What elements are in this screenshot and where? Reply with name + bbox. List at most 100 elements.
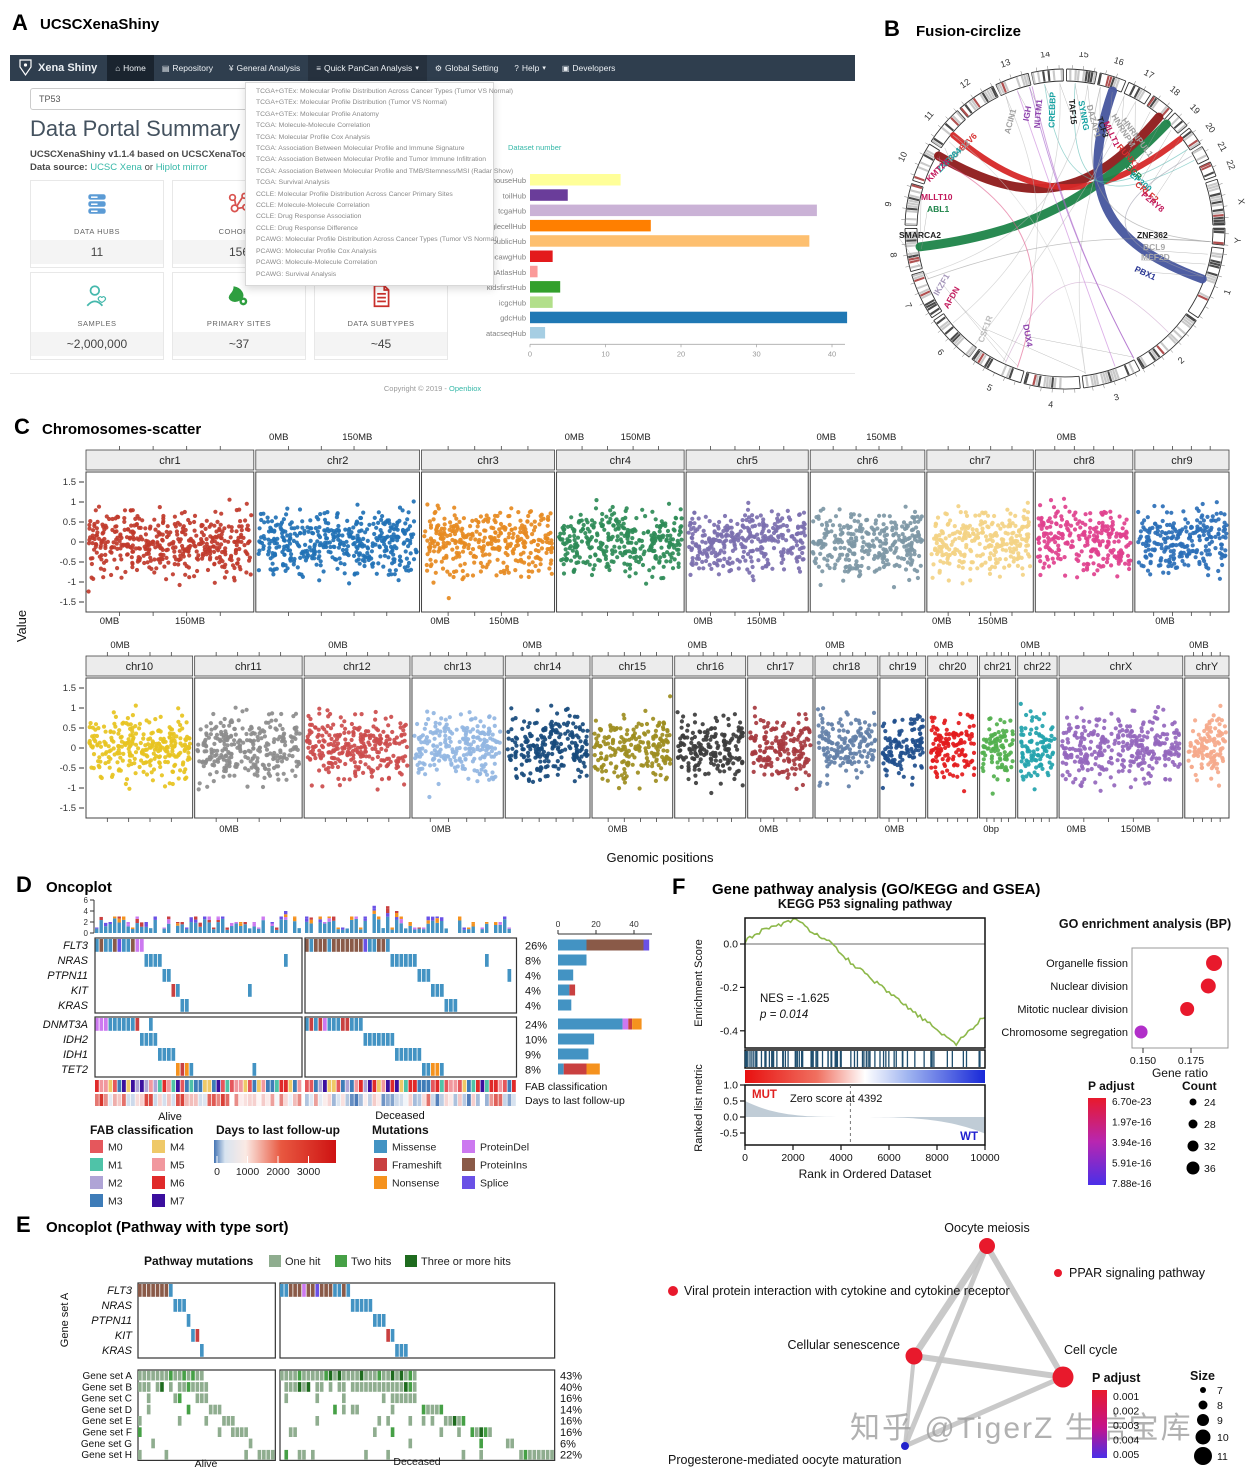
- dropdown-item[interactable]: TCGA: Association Between Molecular Prof…: [256, 167, 514, 175]
- fab-swatch-M5: [152, 1158, 165, 1171]
- chromosome-label: 4: [1048, 399, 1054, 409]
- node-label: Cell cycle: [1064, 1343, 1118, 1357]
- y-tick: -1.5: [60, 597, 76, 608]
- hiplot-mirror-link[interactable]: Hiplot mirror: [155, 162, 208, 173]
- gene-pct: 8%: [525, 956, 541, 968]
- app-navbar: Xena Shiny ⌂ Home ▤ Repository ¥ General Anal…: [10, 55, 855, 81]
- dropdown-item[interactable]: TCGA: Association Between Molecular Prof…: [256, 145, 465, 153]
- nav-item-global-setting[interactable]: ⚙ Global Setting: [427, 55, 507, 81]
- gene-set-pct: 16%: [560, 1393, 582, 1405]
- card-value: ~45: [315, 332, 447, 356]
- y-tick: -1: [68, 783, 76, 794]
- fusion-chord: [950, 132, 1184, 191]
- bar-label: pcawgHub: [491, 253, 526, 262]
- nav-item-repository[interactable]: ▤ Repository: [154, 55, 221, 81]
- dropdown-item[interactable]: CCLE: Molecular Profile Distribution Acr…: [256, 190, 453, 198]
- nav-item-general-analysis[interactable]: ¥ General Analysis: [221, 55, 308, 81]
- panel-e-title: Oncoplot (Pathway with type sort): [46, 1219, 289, 1236]
- datasource-mid: or: [144, 162, 154, 173]
- go-x-tick: 0.150: [1130, 1055, 1156, 1067]
- chromosome-label: 18: [1168, 84, 1182, 98]
- x-axis-tick-label: 150MB: [978, 616, 1008, 627]
- dropdown-item[interactable]: TCGA: Molecule-Molecule Correlation: [256, 122, 371, 130]
- fab-label: M6: [170, 1178, 185, 1190]
- gene-set-label: Gene set C: [81, 1394, 132, 1405]
- chr15-points: [592, 694, 673, 791]
- fusion-chord: [1005, 281, 1169, 363]
- chromosome-label: 20: [1203, 121, 1217, 135]
- nav-item-quick-pancan-analysis[interactable]: ≡ Quick PanCan Analysis ▾: [308, 55, 427, 81]
- card-data-hubs: DATA HUBS 11: [30, 180, 164, 268]
- x-axis-tick-label: 0MB: [608, 824, 628, 835]
- go-x-tick: 0.175: [1178, 1055, 1204, 1067]
- ucsc-xena-link[interactable]: UCSC Xena: [90, 162, 142, 173]
- gene-set-axis-label: Gene set A: [59, 1292, 71, 1347]
- go-category: Chromosome segregation: [1001, 1027, 1128, 1039]
- dropdown-item[interactable]: TCGA+GTEx: Molecular Profile Anatomy: [256, 110, 379, 118]
- footer-divider: [10, 373, 855, 374]
- x-axis-tick-label: 0MB: [269, 432, 289, 443]
- dropdown-item[interactable]: PCAWG: Molecular Profile Distribution Ac…: [256, 236, 499, 244]
- dropdown-item[interactable]: CCLE: Drug Response Association: [256, 213, 362, 221]
- group-wt-label: WT: [960, 1131, 978, 1143]
- dropdown-item[interactable]: CCLE: Molecule-Molecule Correlation: [256, 202, 370, 210]
- nav-item-developers[interactable]: ▣ Developers: [554, 55, 624, 81]
- gene-set-pct: 16%: [560, 1416, 582, 1428]
- go-count-label: 24: [1204, 1097, 1216, 1109]
- dropdown-item[interactable]: PCAWG: Molecule-Molecule Correlation: [256, 259, 377, 267]
- x-axis-tick-label: 0MB: [825, 640, 845, 651]
- dropdown-item[interactable]: PCAWG: Molecular Profile Cox Analysis: [256, 247, 377, 255]
- dataset-number-tab[interactable]: Dataset number: [508, 143, 562, 152]
- x-axis-tick-label: 0MB: [431, 824, 451, 835]
- fab-swatch-M4: [152, 1140, 165, 1153]
- facet-title: chr9: [1171, 455, 1192, 467]
- dropdown-item[interactable]: CCLE: Drug Response Difference: [256, 224, 358, 232]
- metric-tick: 0.5: [723, 1096, 738, 1108]
- gene-freq-bar: [558, 939, 587, 951]
- gene-freq-bar: [558, 1033, 595, 1045]
- y-tick: -0.5: [60, 763, 76, 774]
- gsea-ylabel-es: Enrichment Score: [693, 939, 705, 1026]
- gene-label-IGH: IGH: [1021, 105, 1033, 122]
- datasource-prefix: Data source:: [30, 162, 88, 173]
- x-axis-tick-label: 0MB: [1155, 616, 1175, 627]
- dropdown-item[interactable]: TCGA+GTEx: Molecular Profile Distributio…: [256, 88, 514, 95]
- x-tick: 10: [601, 349, 609, 358]
- tmb-tick: 6: [84, 896, 89, 905]
- mutation-swatch-ProteinDel: [462, 1140, 475, 1153]
- facet-title: chr1: [159, 455, 180, 467]
- gene-freq-bar: [558, 1018, 623, 1030]
- dropdown-item[interactable]: TCGA: Molecular Profile Cox Analysis: [256, 133, 371, 141]
- group-label-alive: Alive: [195, 1458, 218, 1470]
- go-category: Mitotic nuclear division: [1017, 1004, 1128, 1016]
- primary-sites-icon: [173, 273, 305, 319]
- days-tick: 0: [214, 1166, 220, 1178]
- net-padjust-title: P adjust: [1092, 1371, 1141, 1385]
- network-node: [901, 1442, 909, 1450]
- facet-title: chr18: [833, 661, 861, 673]
- dropdown-item[interactable]: TCGA: Survival Analysis: [256, 179, 330, 187]
- node-label: PPAR signaling pathway: [1069, 1266, 1206, 1280]
- gene-freq-bar: [558, 954, 587, 966]
- y-axis-label: Value: [14, 610, 29, 642]
- gene-label-TAF15: TAF15: [1067, 99, 1079, 125]
- gene-freq-bar: [558, 1048, 589, 1060]
- go-dot: [1206, 955, 1223, 971]
- card-label: COHORTS: [218, 227, 260, 236]
- panel-a-title: UCSCXenaShiny: [40, 16, 160, 33]
- x-axis-tick-label: 0MB: [523, 640, 543, 651]
- facet-title: chrY: [1196, 661, 1219, 673]
- openbiox-link[interactable]: Openbiox: [449, 384, 482, 393]
- gene-set-label: Gene set A: [83, 1371, 133, 1382]
- pancan-dropdown-menu: TCGA+GTEx: Molecular Profile Distributio…: [245, 82, 514, 286]
- dropdown-item[interactable]: PCAWG: Survival Analysis: [256, 270, 337, 278]
- chromosome-label: 6: [935, 347, 946, 358]
- nav-item-help[interactable]: ? Help ▾: [506, 55, 553, 81]
- panel-a-label: A: [12, 10, 28, 35]
- bar-label: icgcHub: [499, 298, 526, 307]
- card-label: DATA SUBTYPES: [347, 319, 415, 328]
- dropdown-item[interactable]: TCGA+GTEx: Molecular Profile Distributio…: [256, 99, 448, 107]
- nav-item-home[interactable]: ⌂ Home: [107, 55, 154, 81]
- dropdown-item[interactable]: TCGA: Association Between Molecular Prof…: [256, 156, 487, 164]
- gene-label-MEF2D: MEF2D: [1141, 252, 1170, 262]
